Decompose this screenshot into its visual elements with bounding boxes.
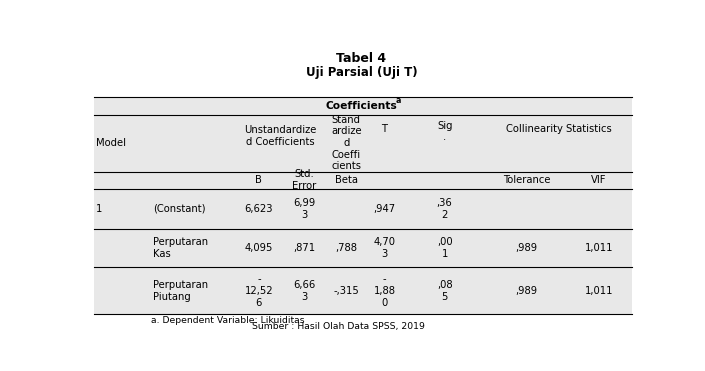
Text: ,788: ,788 bbox=[336, 243, 357, 253]
Text: ,871: ,871 bbox=[293, 243, 315, 253]
Text: ,989: ,989 bbox=[515, 243, 538, 253]
Text: Tabel 4: Tabel 4 bbox=[336, 52, 386, 65]
Text: 4,70
3: 4,70 3 bbox=[374, 237, 396, 259]
Text: Sig
.: Sig . bbox=[437, 121, 453, 142]
Text: -
1,88
0: - 1,88 0 bbox=[374, 274, 396, 308]
Text: Uji Parsial (Uji T): Uji Parsial (Uji T) bbox=[305, 66, 417, 79]
Text: 1: 1 bbox=[96, 204, 102, 214]
Text: 6,99
3: 6,99 3 bbox=[293, 198, 315, 220]
Text: VIF: VIF bbox=[591, 175, 607, 185]
Text: Tolerance: Tolerance bbox=[503, 175, 551, 185]
Text: ,989: ,989 bbox=[515, 286, 538, 296]
Text: T: T bbox=[381, 124, 388, 134]
Text: -
12,52
6: - 12,52 6 bbox=[245, 274, 273, 308]
Text: -,315: -,315 bbox=[333, 286, 359, 296]
Text: Coefficients: Coefficients bbox=[326, 101, 397, 111]
Text: B: B bbox=[255, 175, 262, 185]
Text: Std.
Error: Std. Error bbox=[292, 170, 316, 191]
Text: Collinearity Statistics: Collinearity Statistics bbox=[506, 124, 612, 134]
Text: 4,095: 4,095 bbox=[245, 243, 273, 253]
Text: (Constant): (Constant) bbox=[153, 204, 206, 214]
Text: Perputaran
Piutang: Perputaran Piutang bbox=[153, 280, 208, 302]
Text: 1,011: 1,011 bbox=[584, 286, 613, 296]
Text: 1,011: 1,011 bbox=[584, 243, 613, 253]
Text: a: a bbox=[396, 96, 400, 105]
Text: Sumber : Hasil Olah Data SPSS, 2019: Sumber : Hasil Olah Data SPSS, 2019 bbox=[252, 322, 425, 331]
Text: 6,623: 6,623 bbox=[245, 204, 273, 214]
Text: ,36
2: ,36 2 bbox=[437, 198, 453, 220]
Text: Beta: Beta bbox=[335, 175, 357, 185]
Text: 6,66
3: 6,66 3 bbox=[293, 280, 315, 302]
Text: Perputaran
Kas: Perputaran Kas bbox=[153, 237, 208, 259]
Bar bbox=[94, 97, 632, 315]
Text: ,947: ,947 bbox=[374, 204, 396, 214]
Text: a. Dependent Variable: Likuiditas: a. Dependent Variable: Likuiditas bbox=[151, 316, 305, 325]
Text: ,00
1: ,00 1 bbox=[437, 237, 453, 259]
Text: ,08
5: ,08 5 bbox=[437, 280, 453, 302]
Text: Unstandardize
d Coefficients: Unstandardize d Coefficients bbox=[245, 125, 317, 147]
Text: Model: Model bbox=[96, 138, 125, 148]
Text: Stand
ardize
d
Coeffi
cients: Stand ardize d Coeffi cients bbox=[331, 115, 362, 171]
